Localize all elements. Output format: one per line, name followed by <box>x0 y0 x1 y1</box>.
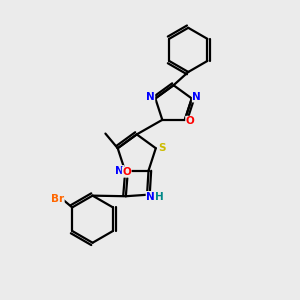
Text: N: N <box>146 92 155 102</box>
Text: S: S <box>158 143 166 153</box>
Text: N: N <box>115 166 124 176</box>
Text: N: N <box>146 191 155 202</box>
Text: O: O <box>186 116 194 126</box>
Text: Br: Br <box>51 194 64 204</box>
Text: N: N <box>192 92 201 102</box>
Text: O: O <box>122 167 131 177</box>
Text: H: H <box>155 191 164 202</box>
